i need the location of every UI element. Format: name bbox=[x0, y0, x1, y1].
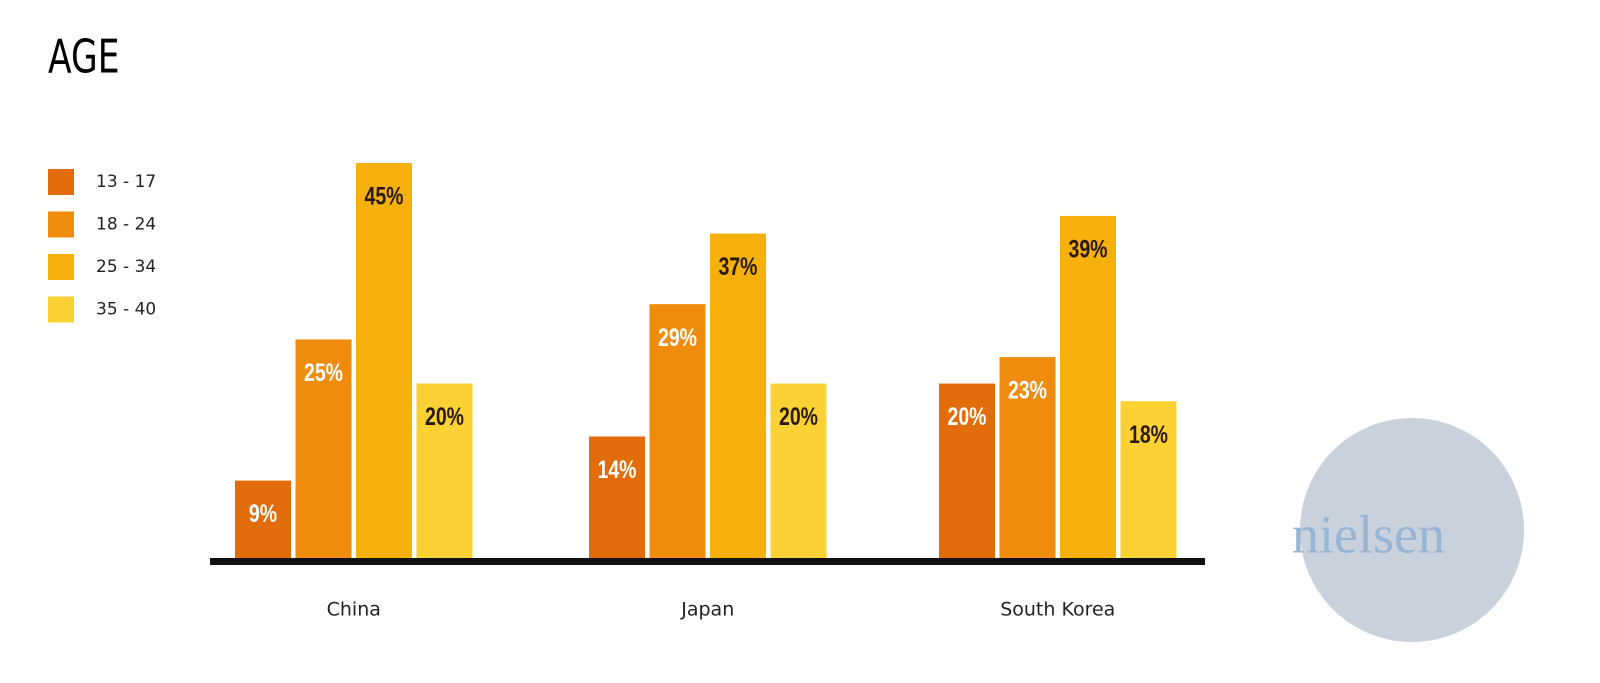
legend-swatch bbox=[48, 254, 74, 280]
watermark-circle bbox=[1300, 418, 1524, 642]
bar bbox=[416, 383, 473, 560]
value-label: 20% bbox=[947, 403, 986, 431]
value-label: 45% bbox=[364, 182, 403, 210]
value-label: 9% bbox=[249, 500, 277, 528]
value-label: 14% bbox=[597, 456, 636, 484]
value-label: 37% bbox=[718, 253, 757, 281]
watermark-text: nielsen bbox=[1292, 504, 1445, 564]
baseline bbox=[210, 558, 1205, 565]
legend-label: 13 - 17 bbox=[96, 172, 156, 192]
legend-swatch bbox=[48, 169, 74, 195]
legend-label: 18 - 24 bbox=[96, 215, 156, 235]
bar bbox=[649, 304, 706, 560]
legend-label: 35 - 40 bbox=[96, 300, 156, 320]
bar bbox=[356, 163, 412, 560]
bar bbox=[1060, 215, 1116, 560]
value-label: 18% bbox=[1129, 421, 1168, 449]
bar bbox=[235, 480, 291, 560]
x-tick-label: South Korea bbox=[1000, 599, 1115, 621]
x-tick-label: China bbox=[327, 599, 381, 621]
bar bbox=[1120, 401, 1177, 560]
value-label: 20% bbox=[425, 403, 464, 431]
bar bbox=[710, 233, 766, 561]
value-label: 23% bbox=[1008, 376, 1047, 404]
value-label: 39% bbox=[1068, 235, 1107, 263]
value-label: 25% bbox=[304, 359, 343, 387]
value-label: 29% bbox=[658, 323, 697, 351]
bar bbox=[999, 357, 1056, 560]
bar bbox=[589, 436, 645, 560]
x-tick-label: Japan bbox=[680, 599, 734, 621]
legend-label: 25 - 34 bbox=[96, 257, 156, 277]
legend-swatch bbox=[48, 211, 74, 238]
bar bbox=[770, 383, 827, 560]
value-label: 20% bbox=[779, 403, 818, 431]
chart-title: AGE bbox=[48, 29, 120, 83]
bar bbox=[939, 383, 995, 560]
legend-swatch bbox=[48, 296, 74, 323]
watermark: nielsen bbox=[1292, 418, 1524, 642]
bar bbox=[295, 339, 352, 560]
